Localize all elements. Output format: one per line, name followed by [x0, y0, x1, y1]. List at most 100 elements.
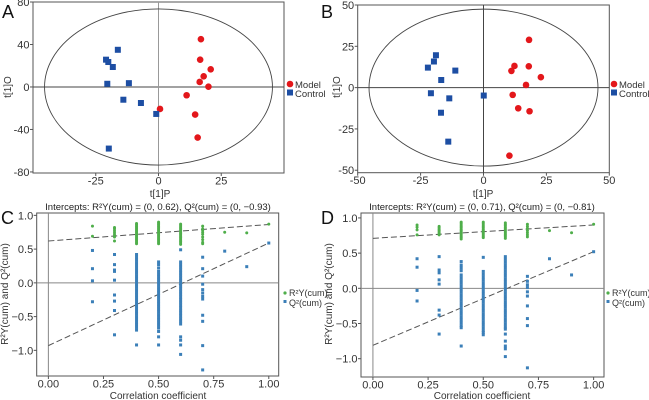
point-q-cum [179, 290, 183, 294]
point-q-cum [459, 290, 463, 294]
point-control [109, 64, 116, 71]
point-q-cum [481, 275, 485, 279]
point-r-y-cum [415, 223, 419, 227]
panel-d-plot: 0.00 0.25 0.50 0.75 1.00 1.0 0.5 0.0 −0.5 −1.0 [336, 212, 605, 392]
point-q-cum [157, 294, 161, 298]
point-q-cum [157, 283, 161, 287]
point-q-cum [201, 274, 205, 278]
point-q-cum [223, 249, 227, 253]
point-q-cum [201, 297, 205, 301]
point-q-cum [135, 285, 139, 289]
point-q-cum [525, 290, 529, 294]
point-q-cum [157, 275, 161, 279]
point-q-cum [459, 266, 463, 270]
point-q-cum [135, 290, 139, 294]
point-q-cum [415, 299, 419, 303]
point-q-cum [525, 283, 529, 287]
point-q-cum [503, 322, 507, 326]
x-tick-label: 0.25 [93, 379, 114, 391]
point-q-cum [459, 260, 463, 264]
point-model [197, 35, 205, 43]
point-q-cum [135, 271, 139, 275]
legend-label-control: Control [295, 89, 326, 100]
point-q-cum [179, 303, 183, 307]
point-q-cum [547, 257, 551, 261]
y-tick-label: 0.5 [342, 248, 357, 260]
point-q-cum [437, 271, 441, 275]
point-control [480, 92, 487, 99]
point-q-cum [157, 272, 161, 276]
point-q-cum [113, 309, 117, 313]
point-q-cum [201, 313, 205, 317]
point-q-cum [157, 343, 161, 347]
point-q-cum [90, 279, 94, 283]
x-tick-label: 0.00 [362, 380, 383, 392]
point-q-cum [481, 272, 485, 276]
y-tick-label: -40 [14, 124, 30, 136]
point-q-cum [525, 366, 529, 370]
point-q-cum [179, 352, 183, 356]
point-q-cum [503, 314, 507, 318]
point-q-cum [503, 291, 507, 295]
legend-marker-r2y [606, 291, 610, 295]
point-q-cum [503, 305, 507, 309]
point-q-cum [157, 288, 161, 292]
point-q-cum [459, 312, 463, 316]
x-tick-label: 1.00 [583, 380, 604, 392]
point-q-cum [135, 307, 139, 311]
point-q-cum [481, 329, 485, 333]
confidence-ellipse [44, 8, 273, 166]
legend-marker-control [287, 89, 293, 96]
point-control [105, 145, 112, 152]
point-q-cum [459, 301, 463, 305]
y-tick-label: −0.5 [11, 312, 33, 324]
x-tick-label: 0.75 [203, 379, 224, 391]
panel-label-a: A [2, 2, 14, 22]
point-q-cum [201, 267, 205, 271]
point-q-cum [135, 261, 139, 265]
point-r-y-cum [570, 231, 574, 235]
legend-marker-model [610, 80, 618, 88]
point-control [437, 109, 444, 116]
point-q-cum [503, 274, 507, 278]
point-q-cum [481, 331, 485, 335]
point-q-cum [157, 313, 161, 317]
panel-c-ylabel: R²Y(cum) and Q²(cum) [0, 243, 11, 345]
point-q-cum [135, 309, 139, 313]
confidence-ellipse [368, 8, 599, 167]
y-tick-label: 40 [17, 39, 29, 51]
point-q-cum [179, 265, 183, 269]
point-q-cum [135, 315, 139, 319]
point-q-cum [459, 279, 463, 283]
point-q-cum [481, 255, 485, 259]
point-model [537, 73, 545, 81]
point-q-cum [90, 248, 94, 252]
point-q-cum [459, 326, 463, 330]
point-q-cum [437, 255, 441, 259]
point-r-y-cum [459, 237, 463, 241]
point-q-cum [113, 263, 117, 267]
point-q-cum [157, 266, 161, 270]
point-q-cum [157, 260, 161, 264]
point-q-cum [437, 332, 441, 336]
point-q-cum [179, 343, 183, 347]
point-control [438, 77, 445, 84]
point-q-cum [157, 263, 161, 267]
point-control [125, 80, 132, 87]
legend-label-model: Model [619, 80, 645, 91]
point-model [509, 91, 516, 99]
panel-c-plot: 0.00 0.25 0.50 0.75 1.00 1.0 0.5 0.0 −0.5 −1.0 [11, 210, 279, 390]
plot-frame [360, 212, 605, 378]
point-q-cum [525, 324, 529, 328]
point-q-cum [437, 308, 441, 312]
y-tick-label: 1.0 [342, 213, 357, 225]
point-q-cum [459, 269, 463, 273]
point-q-cum [201, 368, 205, 372]
point-control [104, 80, 111, 87]
panel-d-legend: R²Y(cum) Q²(cum) [606, 288, 649, 308]
point-q-cum [503, 272, 507, 276]
point-q-cum [157, 296, 161, 300]
panel-label-c: C [1, 208, 14, 228]
point-q-cum [179, 292, 183, 296]
point-q-cum [525, 304, 529, 308]
